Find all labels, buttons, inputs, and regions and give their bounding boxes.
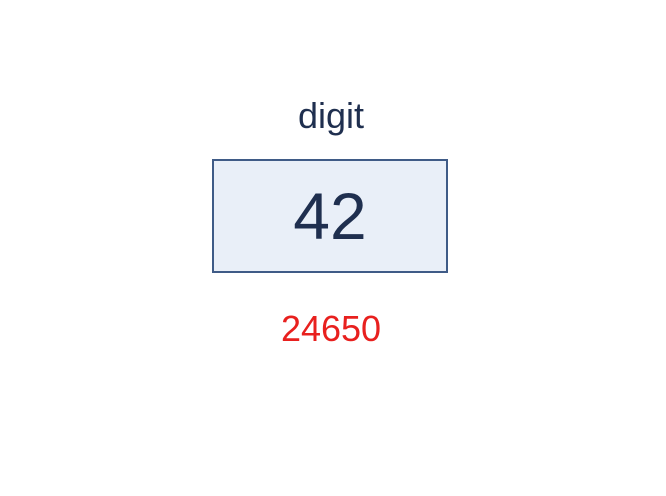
memory-address-label: 24650 [280,308,382,349]
variable-value: 42 [293,179,367,253]
variable-value-box: 42 [212,159,448,273]
variable-name-label: digit [297,95,365,136]
